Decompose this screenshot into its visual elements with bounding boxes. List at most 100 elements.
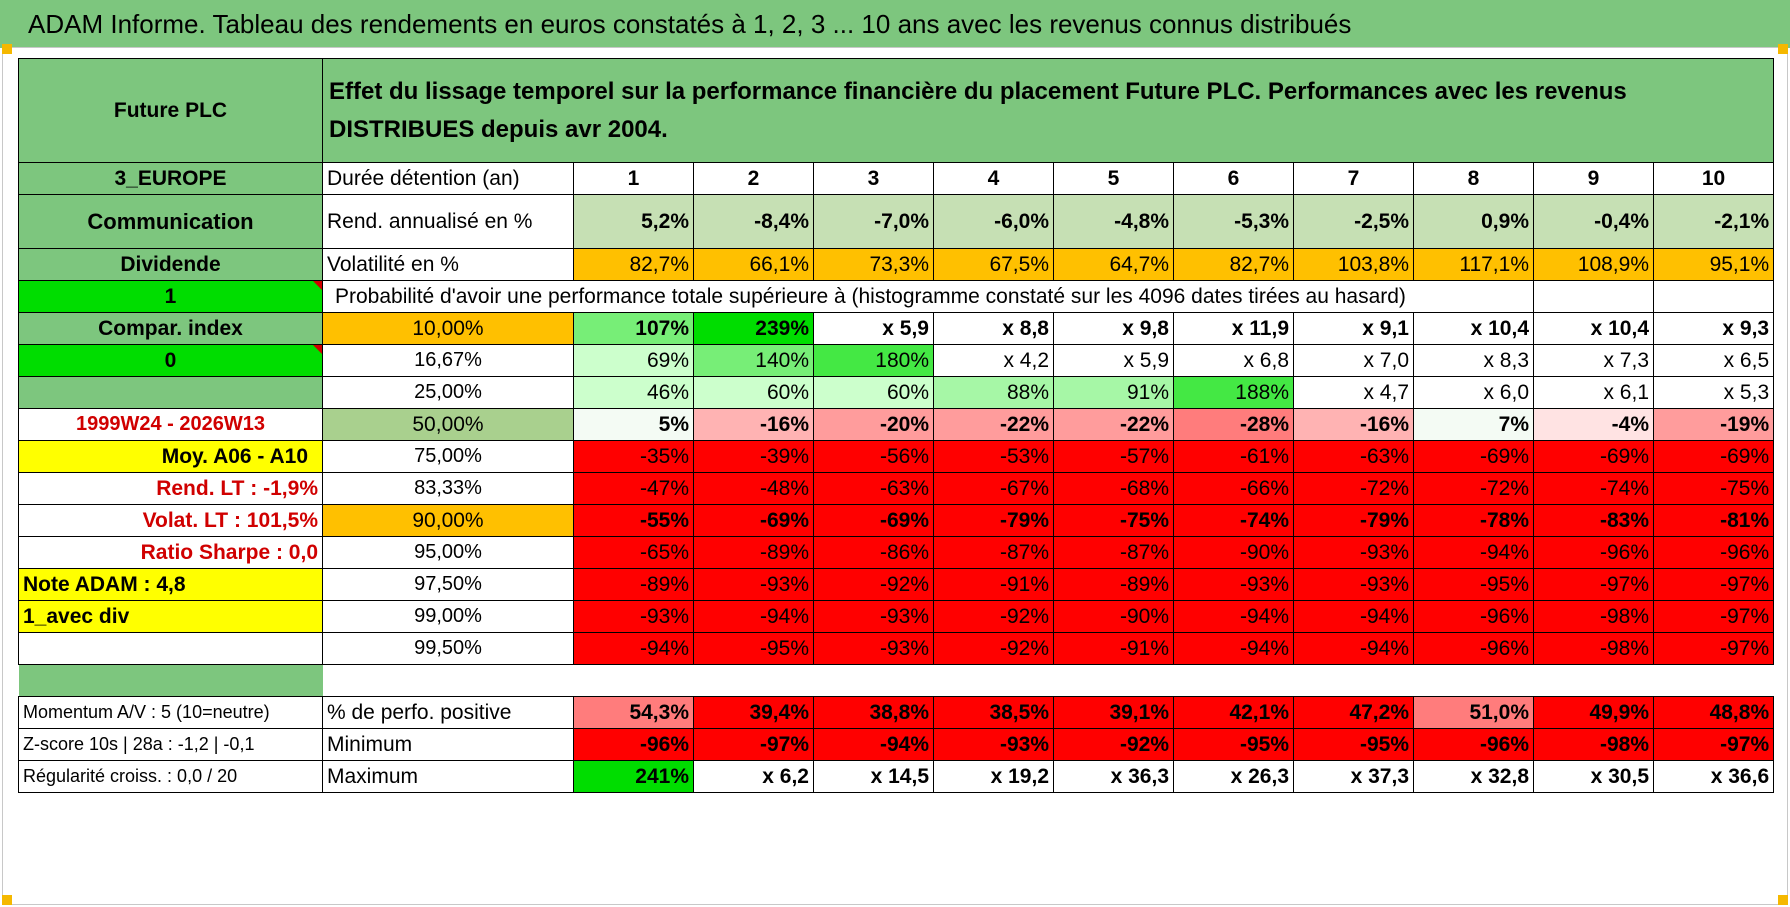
probability-value: -78% xyxy=(1413,504,1534,537)
probability-value: -86% xyxy=(813,536,934,569)
probability-value: x 4,2 xyxy=(933,344,1054,377)
adam-score: Note ADAM : 4,8 xyxy=(18,568,323,601)
empty-cell xyxy=(1533,280,1654,313)
volatility-value: 95,1% xyxy=(1652,248,1775,281)
annual-return-value: 0,9% xyxy=(1413,194,1534,249)
empty-cell xyxy=(18,376,323,409)
empty-cell xyxy=(1652,280,1775,313)
probability-value: -97% xyxy=(1652,600,1775,633)
probability-value: 7% xyxy=(1413,408,1534,441)
table-row: Ratio Sharpe : 0,0 95,00% -65% -89% -86% -87%… xyxy=(18,536,1775,569)
summary-value: 39,4% xyxy=(693,696,814,729)
probability-value: -89% xyxy=(1053,568,1174,601)
probability-value: x 4,7 xyxy=(1293,376,1414,409)
indicator-label: Momentum A/V : 5 (10=neutre) xyxy=(18,696,323,729)
annual-return-value: -8,4% xyxy=(693,194,814,249)
probability-value: -61% xyxy=(1173,440,1294,473)
probability-value: -96% xyxy=(1413,632,1534,665)
annual-return-value: 5,2% xyxy=(573,194,694,249)
probability-value: -28% xyxy=(1173,408,1294,441)
probability-value: -22% xyxy=(1053,408,1174,441)
row-label: Rend. annualisé en % xyxy=(322,194,574,249)
probability-value: -56% xyxy=(813,440,934,473)
table-row: 1 Probabilité d'avoir une performance tot… xyxy=(18,280,1775,313)
corner-marker xyxy=(2,44,12,54)
probability-value: -95% xyxy=(693,632,814,665)
probability-value: -98% xyxy=(1533,600,1654,633)
corner-marker xyxy=(1778,44,1788,54)
summary-value: -94% xyxy=(813,728,934,761)
probability-value: -98% xyxy=(1533,632,1654,665)
performance-table: Future PLC Effet du lissage temporel sur … xyxy=(18,58,1775,793)
probability-value: -74% xyxy=(1173,504,1294,537)
summary-value: -95% xyxy=(1293,728,1414,761)
probability-value: 60% xyxy=(693,376,814,409)
probability-value: -94% xyxy=(1413,536,1534,569)
probability-value: -69% xyxy=(1413,440,1534,473)
probability-value: -72% xyxy=(1413,472,1534,505)
summary-value: x 36,3 xyxy=(1053,760,1174,793)
summary-value: x 32,8 xyxy=(1413,760,1534,793)
probability-value: -79% xyxy=(933,504,1054,537)
probability-value: x 11,9 xyxy=(1173,312,1294,345)
table-row: Future PLC Effet du lissage temporel sur … xyxy=(18,58,1775,163)
probability-threshold: 99,00% xyxy=(322,600,574,633)
table-row: Compar. index 10,00% 107% 239% x 5,9 x 8,8 x 9… xyxy=(18,312,1775,345)
probability-value: x 6,5 xyxy=(1652,344,1775,377)
volatility-value: 67,5% xyxy=(933,248,1054,281)
probability-value: 140% xyxy=(693,344,814,377)
summary-value: x 37,3 xyxy=(1293,760,1414,793)
probability-value: x 9,3 xyxy=(1652,312,1775,345)
probability-value: -93% xyxy=(693,568,814,601)
probability-value: 5% xyxy=(573,408,694,441)
duration-header: 9 xyxy=(1533,162,1654,195)
probability-value: -39% xyxy=(693,440,814,473)
probability-title: Probabilité d'avoir une performance tota… xyxy=(335,284,1406,308)
probability-threshold: 95,00% xyxy=(322,536,574,569)
probability-value: -89% xyxy=(693,536,814,569)
corner-marker xyxy=(1778,895,1788,905)
probability-value: -90% xyxy=(1053,600,1174,633)
probability-value: -94% xyxy=(693,600,814,633)
probability-value: -93% xyxy=(1293,536,1414,569)
probability-threshold: 83,33% xyxy=(322,472,574,505)
volatility-value: 117,1% xyxy=(1413,248,1534,281)
corner-marker xyxy=(2,895,12,905)
period-label: 1999W24 - 2026W13 xyxy=(18,408,323,441)
probability-value: -68% xyxy=(1053,472,1174,505)
volatility-value: 66,1% xyxy=(693,248,814,281)
row-label: Durée détention (an) xyxy=(322,162,574,195)
probability-value: x 6,8 xyxy=(1173,344,1294,377)
probability-value: 188% xyxy=(1173,376,1294,409)
probability-value: -63% xyxy=(1293,440,1414,473)
report-frame xyxy=(2,47,1788,905)
probability-value: -94% xyxy=(1293,600,1414,633)
summary-value: -95% xyxy=(1173,728,1294,761)
probability-value: -74% xyxy=(1533,472,1654,505)
volatility-value: 82,7% xyxy=(1173,248,1294,281)
flag-cell: 1 xyxy=(18,280,323,313)
probability-value: -93% xyxy=(1293,568,1414,601)
probability-value: -94% xyxy=(1173,632,1294,665)
probability-value: 88% xyxy=(933,376,1054,409)
probability-value: -66% xyxy=(1173,472,1294,505)
probability-value: -69% xyxy=(813,504,934,537)
summary-value: -96% xyxy=(1413,728,1534,761)
probability-value: -53% xyxy=(933,440,1054,473)
duration-header: 3 xyxy=(813,162,934,195)
duration-header: 5 xyxy=(1053,162,1174,195)
annual-return-value: -6,0% xyxy=(933,194,1054,249)
annual-return-value: -5,3% xyxy=(1173,194,1294,249)
duration-header: 1 xyxy=(573,162,694,195)
probability-value: -97% xyxy=(1652,568,1775,601)
duration-header: 7 xyxy=(1293,162,1414,195)
probability-value: x 9,8 xyxy=(1053,312,1174,345)
duration-header: 10 xyxy=(1652,162,1775,195)
spacer-cell xyxy=(323,665,1774,697)
probability-value: 91% xyxy=(1053,376,1174,409)
fund-description: Effet du lissage temporel sur la perform… xyxy=(321,58,1775,163)
annual-return-value: -2,1% xyxy=(1652,194,1775,249)
summary-value: x 6,2 xyxy=(693,760,814,793)
probability-value: -92% xyxy=(813,568,934,601)
annual-return-value: -7,0% xyxy=(813,194,934,249)
